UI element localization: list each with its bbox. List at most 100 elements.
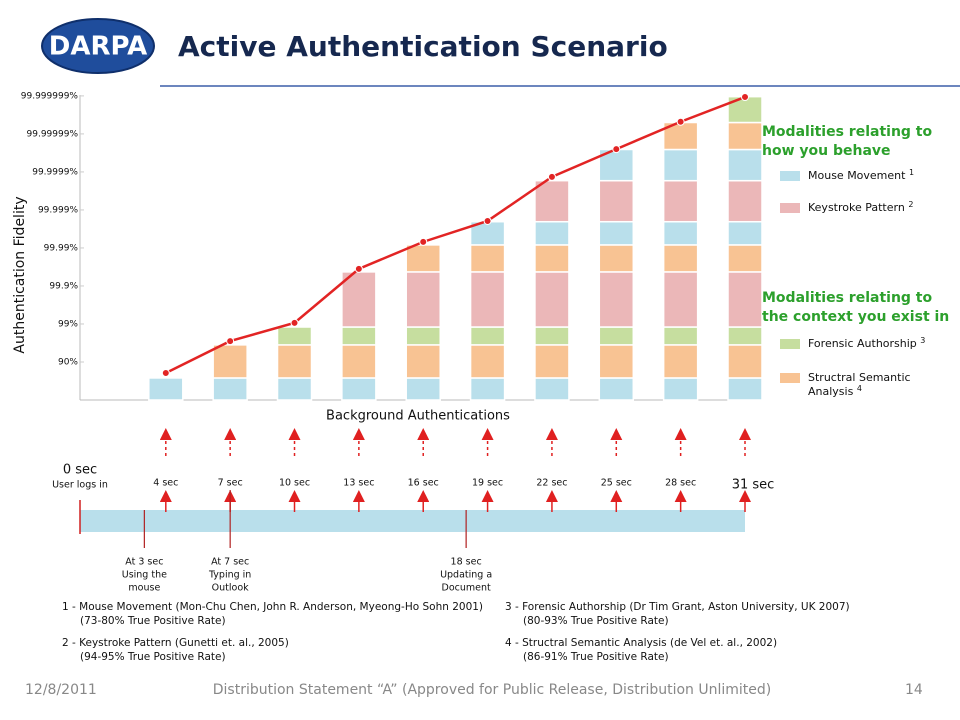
y-tick-label: 99% xyxy=(58,319,78,329)
bar-segment xyxy=(727,377,763,401)
timeline-bar xyxy=(80,510,745,532)
fidelity-point xyxy=(741,93,749,102)
reference: (80-93% True Positive Rate) xyxy=(523,615,669,627)
fidelity-point xyxy=(161,369,170,378)
bar-segment xyxy=(469,326,506,346)
legend-group-title: Modalities relating to xyxy=(762,124,933,140)
y-tick-label: 99.9% xyxy=(49,281,78,291)
bar-segment xyxy=(598,244,635,273)
fidelity-point xyxy=(290,318,299,327)
legend-swatch xyxy=(780,373,800,383)
timeline-label: 4 sec xyxy=(153,478,178,489)
event-label: Using the xyxy=(122,570,167,581)
legend-label: Keystroke Pattern 2 xyxy=(808,200,913,215)
event-label: At 7 sec xyxy=(211,557,249,568)
bar-segment xyxy=(469,377,506,401)
bar-segment xyxy=(534,244,570,273)
bar-segment xyxy=(341,377,377,401)
y-tick-label: 99.9999% xyxy=(32,167,78,177)
bar-segment xyxy=(469,344,506,379)
legend-swatch xyxy=(780,171,800,181)
x-axis-label: Background Authentications xyxy=(326,409,510,424)
bar-segment xyxy=(534,179,570,223)
reference: (86-91% True Positive Rate) xyxy=(523,651,669,663)
bar-segment xyxy=(212,344,248,379)
timeline-label: 16 sec xyxy=(408,478,439,489)
legend-label-text: Forensic Authorship xyxy=(808,337,920,350)
y-axis-label: Authentication Fidelity xyxy=(12,196,28,353)
legend-ref: 3 xyxy=(920,336,925,345)
bar-segment xyxy=(534,220,570,246)
bar-segment xyxy=(341,344,377,379)
bar-segment xyxy=(212,377,248,401)
bar-segment xyxy=(662,344,699,379)
logo xyxy=(41,18,155,74)
reference: 4 - Structral Semantic Analysis (de Vel … xyxy=(505,637,777,649)
bar-segment xyxy=(727,179,763,223)
bar-segment xyxy=(662,148,699,182)
bar-segment xyxy=(727,344,763,379)
legend-label-text: Keystroke Pattern xyxy=(808,201,908,214)
bar-segment xyxy=(405,244,441,273)
bar-segment xyxy=(727,271,763,328)
bar-segment xyxy=(662,179,699,223)
fidelity-point xyxy=(354,264,363,273)
timeline-label: 19 sec xyxy=(472,478,503,489)
bar-segment xyxy=(405,344,441,379)
bar-segment xyxy=(727,220,763,246)
legend-swatch xyxy=(780,339,800,349)
timeline-label: 13 sec xyxy=(343,478,374,489)
bar-segment xyxy=(727,148,763,182)
timeline-label: 0 sec xyxy=(63,463,97,478)
y-tick-label: 90% xyxy=(58,357,78,367)
legend-label-line: Analysis xyxy=(808,385,857,398)
timeline-label: 7 sec xyxy=(218,478,243,489)
event-label: Document xyxy=(442,583,491,594)
legend-label-text: Mouse Movement xyxy=(808,169,909,182)
bar-segment xyxy=(405,271,441,328)
reference: (73-80% True Positive Rate) xyxy=(80,615,226,627)
timeline-label: 31 sec xyxy=(732,478,775,493)
event-label: mouse xyxy=(128,583,160,594)
legend-group-title: Modalities relating to xyxy=(762,290,933,306)
bar-segment xyxy=(662,326,699,346)
event-label: Outlook xyxy=(212,583,249,594)
y-tick-label: 99.999999% xyxy=(21,91,79,101)
reference: 3 - Forensic Authorship (Dr Tim Grant, A… xyxy=(505,601,850,613)
event-label: 18 sec xyxy=(451,557,482,568)
footer-page: 14 xyxy=(905,682,923,698)
bar-segment xyxy=(341,271,377,328)
bar-segment xyxy=(534,344,570,379)
bar-segment xyxy=(148,377,184,401)
bar-segment xyxy=(276,344,313,379)
fidelity-point xyxy=(483,216,492,225)
legend-label-line: Structral Semantic xyxy=(808,371,911,384)
event-label: At 3 sec xyxy=(125,557,163,568)
bar-segment xyxy=(534,326,570,346)
event-label: Typing in xyxy=(208,570,251,581)
legend-group-title: the context you exist in xyxy=(762,309,949,325)
legend-ref: 2 xyxy=(908,200,913,209)
bar-segment xyxy=(598,179,635,223)
bar-segment xyxy=(598,271,635,328)
legend-ref: 4 xyxy=(857,384,862,393)
bar-segment xyxy=(276,326,313,346)
bar-segment xyxy=(534,271,570,328)
event-label: Updating a xyxy=(440,570,492,581)
fidelity-point xyxy=(419,237,428,246)
bar-segment xyxy=(598,326,635,346)
reference: 1 - Mouse Movement (Mon-Chu Chen, John R… xyxy=(62,601,483,613)
legend-label: Mouse Movement 1 xyxy=(808,168,914,183)
bar-segment xyxy=(598,344,635,379)
fidelity-point xyxy=(612,145,621,154)
legend-label: Structral Semantic Analysis 4 xyxy=(808,371,911,398)
timeline-label: 28 sec xyxy=(665,478,696,489)
bar-segment xyxy=(469,271,506,328)
bar-segment xyxy=(405,377,441,401)
fidelity-point xyxy=(226,337,235,346)
bar-segment xyxy=(534,377,570,401)
bar-segment xyxy=(727,121,763,151)
legend-label: Forensic Authorship 3 xyxy=(808,336,925,351)
legend-swatch xyxy=(780,203,800,213)
